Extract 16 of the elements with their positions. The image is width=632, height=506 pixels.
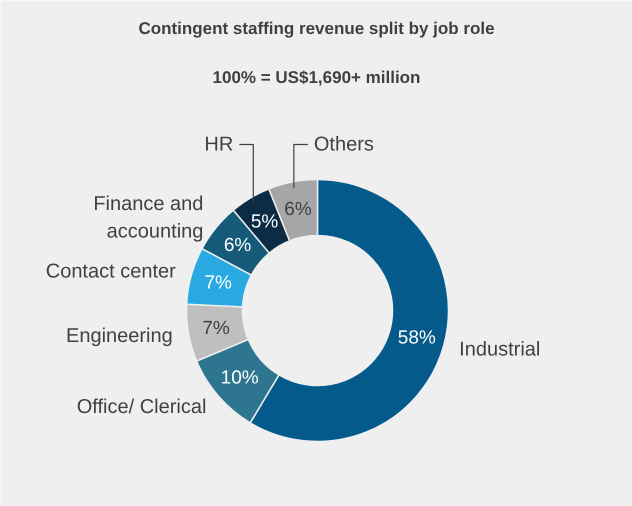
data-label: 10% xyxy=(220,367,259,388)
chart-subtitle: 100% = US$1,690+ million xyxy=(212,68,420,87)
data-label: 5% xyxy=(250,212,278,233)
slice-label: Engineering xyxy=(66,325,173,348)
data-label: 6% xyxy=(224,235,252,256)
slice-label: Office/ Clerical xyxy=(76,396,206,418)
data-label: 7% xyxy=(204,272,232,294)
slice-label: Contact center xyxy=(46,260,176,282)
chart-title: Contingent staffing revenue split by job role xyxy=(138,19,495,38)
data-label: 6% xyxy=(284,198,312,220)
slice-label: Others xyxy=(314,134,374,156)
data-label: 7% xyxy=(202,318,230,339)
slice-label: Finance and accounting xyxy=(93,193,204,243)
data-label: 58% xyxy=(398,327,436,348)
slice-label: HR xyxy=(204,134,234,156)
slice-label: Industrial xyxy=(459,338,540,361)
